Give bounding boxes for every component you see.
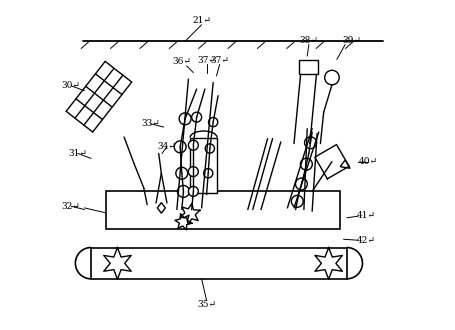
Circle shape — [188, 167, 198, 177]
Circle shape — [174, 141, 186, 153]
Text: 36↵: 36↵ — [172, 57, 191, 66]
Text: 41↵: 41↵ — [356, 211, 375, 220]
Circle shape — [205, 144, 214, 153]
Text: 42↵: 42↵ — [356, 236, 375, 246]
Circle shape — [203, 169, 212, 178]
Bar — [190, 138, 217, 193]
Text: 37↵: 37↵ — [210, 56, 229, 65]
Text: 30↵: 30↵ — [62, 81, 81, 90]
Bar — [91, 248, 346, 279]
Text: 33↵: 33↵ — [141, 119, 159, 128]
Text: 32↵: 32↵ — [62, 202, 81, 211]
Text: 39↵: 39↵ — [342, 36, 360, 45]
Circle shape — [179, 113, 191, 125]
Circle shape — [300, 158, 312, 170]
Circle shape — [176, 167, 187, 179]
Text: 31↵: 31↵ — [68, 149, 87, 158]
Bar — [298, 60, 318, 74]
Text: 40↵: 40↵ — [358, 157, 377, 166]
Circle shape — [291, 195, 303, 207]
Circle shape — [191, 112, 201, 122]
Circle shape — [324, 70, 339, 85]
Circle shape — [188, 140, 198, 150]
Circle shape — [188, 186, 198, 196]
Bar — [106, 191, 339, 229]
Text: 35↵: 35↵ — [197, 300, 216, 309]
Text: 34↵: 34↵ — [157, 142, 176, 151]
Text: 38↵: 38↵ — [299, 36, 318, 45]
Text: 37↵: 37↵ — [197, 56, 216, 65]
Text: 21↵: 21↵ — [192, 16, 211, 25]
Circle shape — [304, 137, 316, 148]
Circle shape — [177, 185, 189, 197]
Circle shape — [208, 117, 217, 127]
Circle shape — [295, 178, 307, 190]
